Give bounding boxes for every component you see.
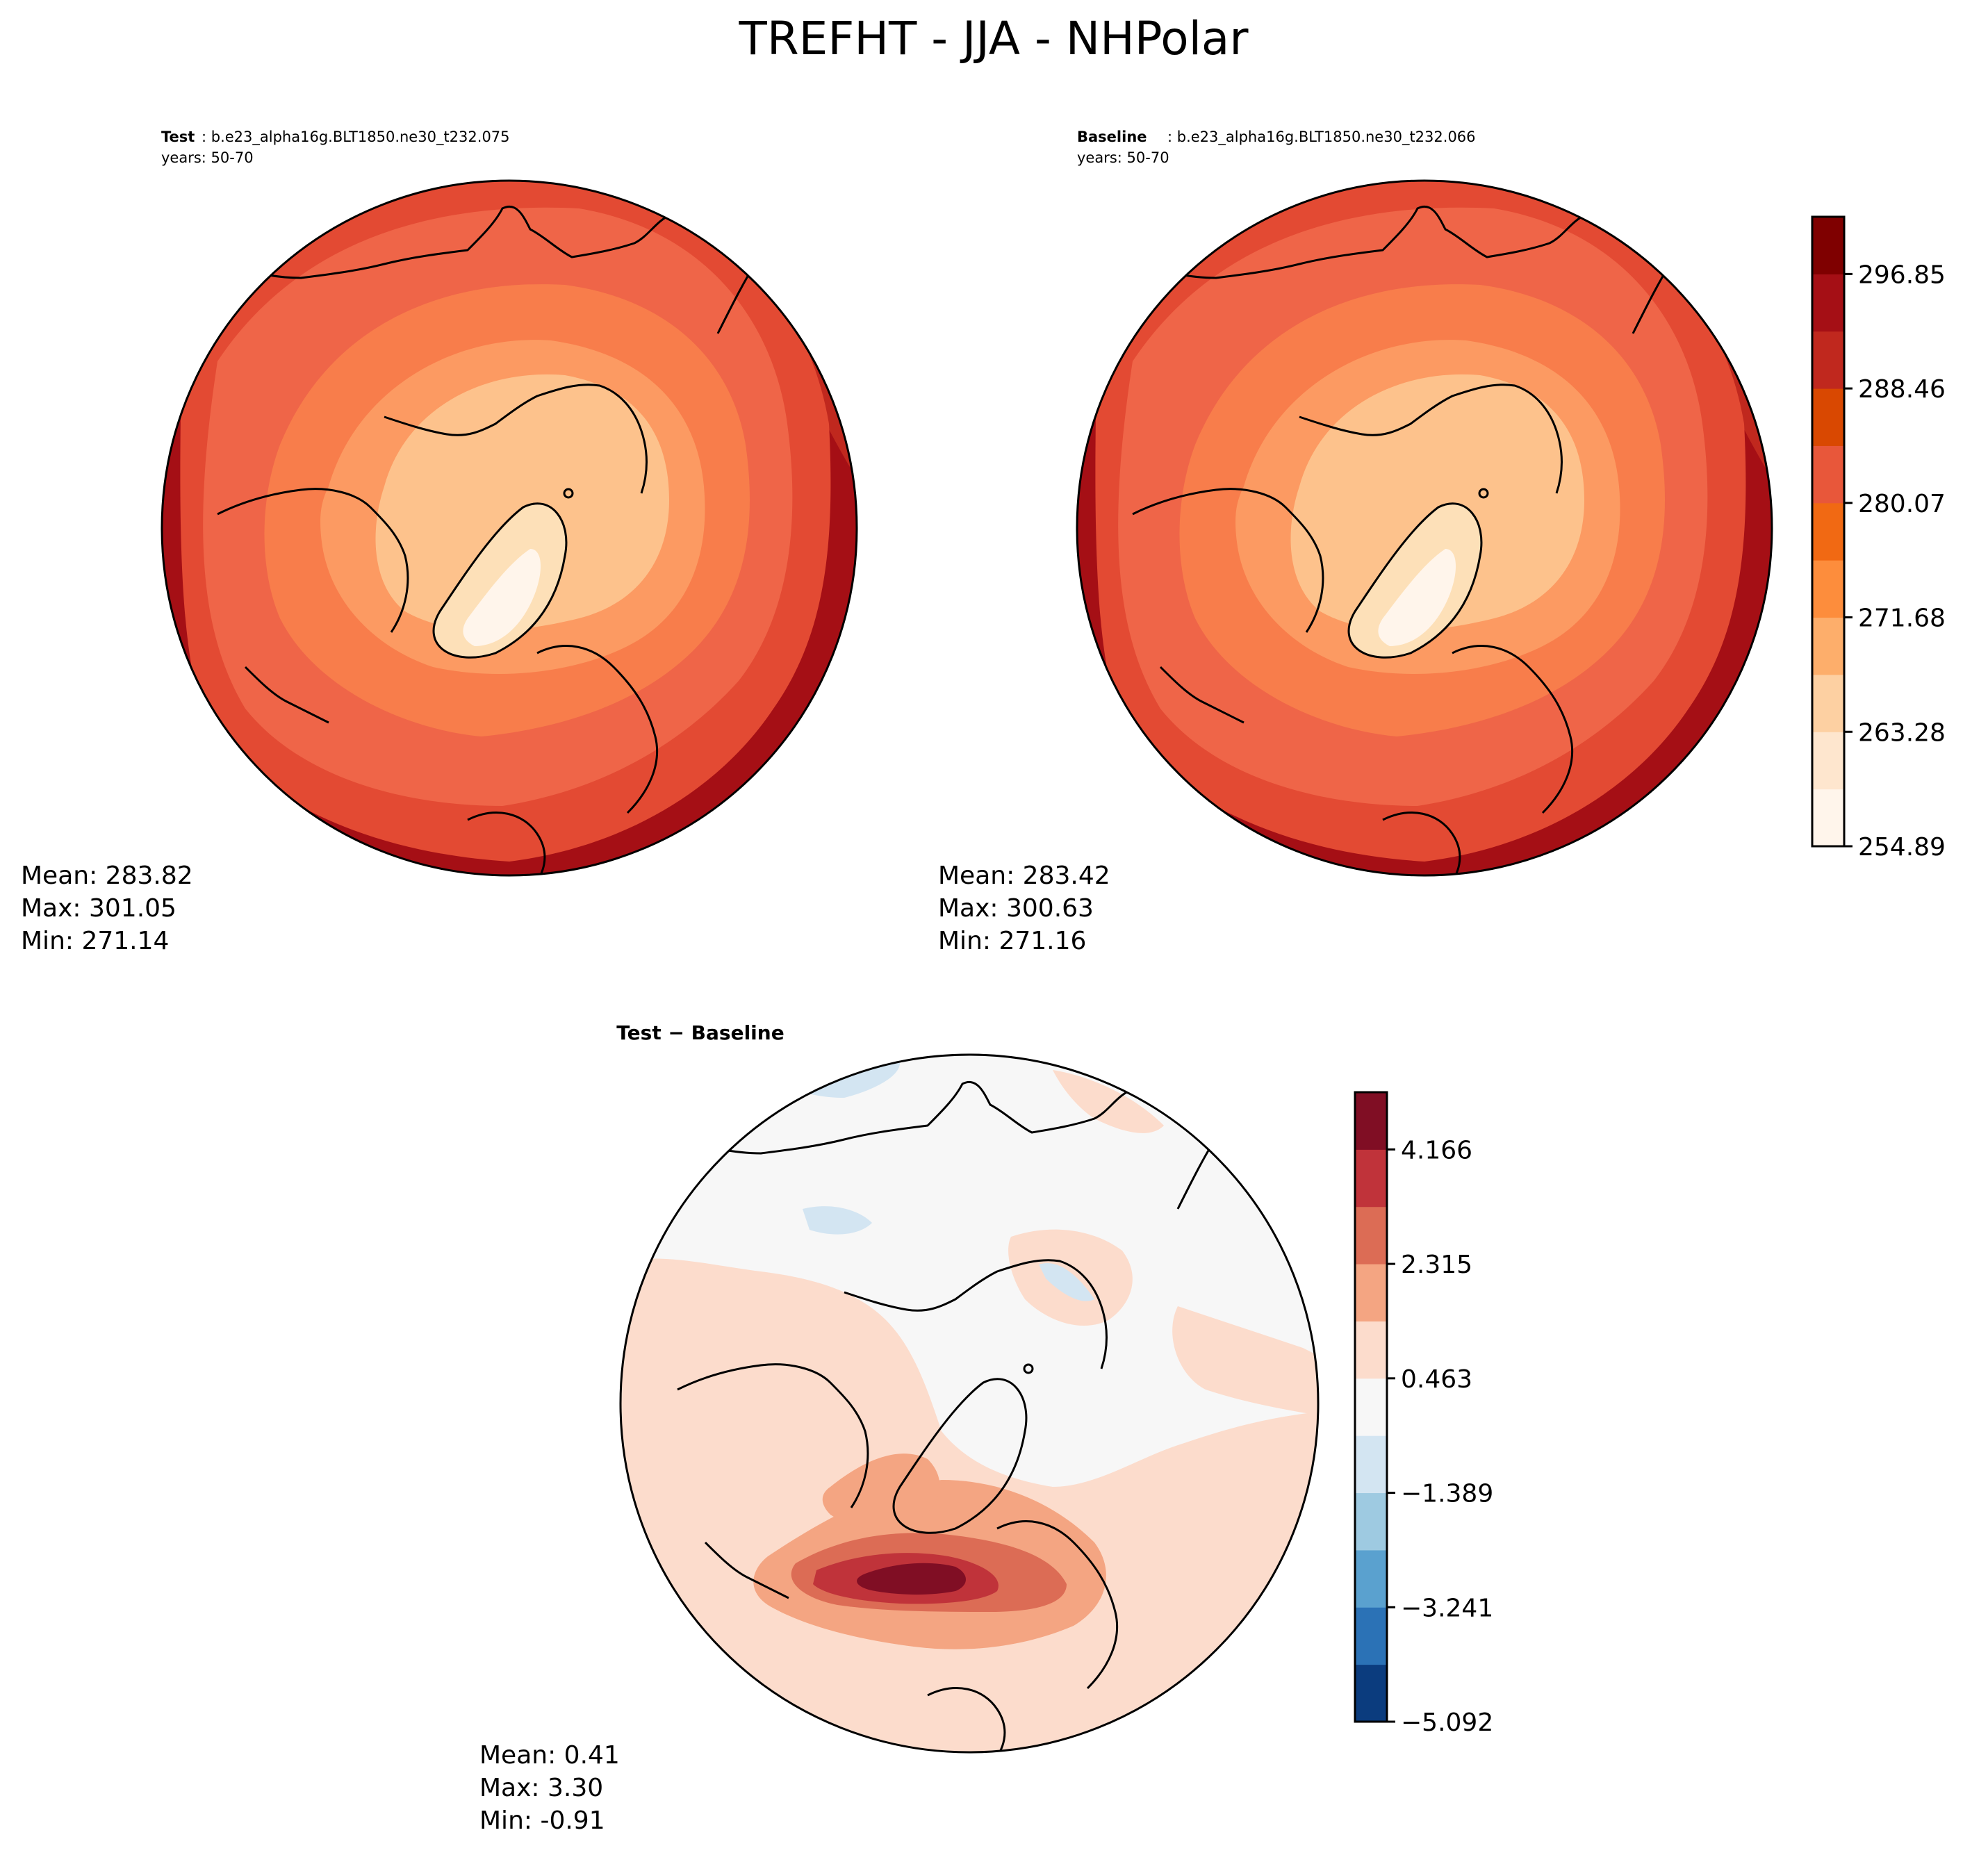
baseline-panel: Baseline : b.e23_alpha16g.BLT1850.ne30_t… xyxy=(938,129,1773,955)
diff-map xyxy=(619,1053,1320,1754)
baseline-years: years: 50-70 xyxy=(1077,149,1169,166)
test-case-name: : b.e23_alpha16g.BLT1850.ne30_t232.075 xyxy=(202,129,510,146)
test-map-boundary xyxy=(161,179,858,877)
colorbar-frame xyxy=(1811,215,1846,848)
baseline-label: Baseline xyxy=(1077,129,1147,145)
baseline-max: Max: 300.63 xyxy=(938,894,1094,923)
test-mean: Mean: 283.82 xyxy=(21,862,193,890)
colorbar-segment xyxy=(1812,502,1844,561)
colorbar-segment xyxy=(1355,1435,1387,1494)
colorbar-segment xyxy=(1355,1492,1387,1551)
test-max: Max: 301.05 xyxy=(21,894,176,923)
test-years: years: 50-70 xyxy=(161,149,254,166)
colorbar-segment xyxy=(1355,1378,1387,1436)
test-min: Min: 271.14 xyxy=(21,927,169,955)
diff-panel: Test − Baseline xyxy=(479,1021,1320,1835)
diff-title: Test − Baseline xyxy=(616,1021,784,1044)
test-label: Test xyxy=(161,129,195,145)
abs-colorbar: 296.85 288.46 280.07 271.68 263.28 254.89 xyxy=(1811,215,1946,862)
baseline-map-boundary xyxy=(1076,179,1773,877)
colorbar-segment xyxy=(1812,674,1844,732)
baseline-min: Min: 271.16 xyxy=(938,927,1086,955)
colorbar-segment xyxy=(1812,274,1844,332)
colorbar-segment xyxy=(1812,617,1844,675)
colorbar-tick-label: −1.389 xyxy=(1401,1480,1493,1508)
colorbar-segment xyxy=(1355,1206,1387,1265)
baseline-mean: Mean: 283.42 xyxy=(938,862,1110,890)
colorbar-tick-label: 271.68 xyxy=(1858,604,1946,633)
colorbar-segment xyxy=(1812,789,1844,847)
colorbar-segment xyxy=(1812,331,1844,389)
colorbar-tick-label: 280.07 xyxy=(1858,490,1946,518)
colorbar-frame xyxy=(1354,1091,1388,1723)
colorbar-segment xyxy=(1355,1607,1387,1665)
diff-max: Max: 3.30 xyxy=(479,1774,603,1802)
colorbar-tick-label: 296.85 xyxy=(1858,261,1946,289)
colorbar-segment xyxy=(1355,1092,1387,1150)
baseline-map xyxy=(1076,179,1773,877)
colorbar-segment xyxy=(1812,560,1844,618)
baseline-case-name: : b.e23_alpha16g.BLT1850.ne30_t232.066 xyxy=(1167,129,1476,146)
colorbar-segment xyxy=(1812,388,1844,446)
test-panel: Test : b.e23_alpha16g.BLT1850.ne30_t232.… xyxy=(21,129,858,955)
colorbar-segment xyxy=(1355,1264,1387,1321)
colorbar-tick-label: 0.463 xyxy=(1401,1365,1472,1394)
colorbar-segment xyxy=(1812,732,1844,790)
colorbar-segment xyxy=(1812,217,1844,274)
colorbar-tick-label: −3.241 xyxy=(1401,1594,1493,1622)
colorbar-tick-label: 288.46 xyxy=(1858,375,1946,404)
colorbar-tick-label: 254.89 xyxy=(1858,833,1946,862)
colorbar-tick-label: 263.28 xyxy=(1858,718,1946,747)
colorbar-segment xyxy=(1355,1149,1387,1208)
colorbar-tick-label: −5.092 xyxy=(1401,1708,1493,1737)
figure-title: TREFHT - JJA - NHPolar xyxy=(739,12,1249,65)
diff-mean: Mean: 0.41 xyxy=(479,1741,620,1770)
diff-min: Min: -0.91 xyxy=(479,1806,605,1835)
colorbar-tick-label: 2.315 xyxy=(1401,1251,1472,1279)
colorbar-segment xyxy=(1355,1664,1387,1722)
colorbar-segment xyxy=(1355,1549,1387,1608)
diff-map-boundary xyxy=(619,1053,1320,1754)
diff-colorbar: 4.166 2.315 0.463 −1.389 −3.241 −5.092 xyxy=(1354,1091,1493,1737)
test-map xyxy=(161,179,858,877)
colorbar-segment xyxy=(1812,445,1844,504)
colorbar-segment xyxy=(1355,1321,1387,1379)
colorbar-tick-label: 4.166 xyxy=(1401,1136,1472,1164)
